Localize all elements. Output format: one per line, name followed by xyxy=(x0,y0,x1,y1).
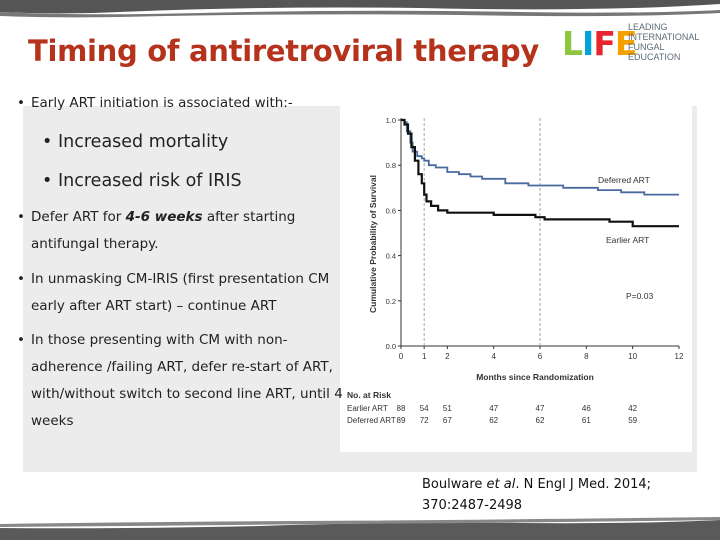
risk-row-label: Deferred ART xyxy=(347,416,396,425)
risk-cell: 67 xyxy=(443,416,452,425)
y-axis-label: Cumulative Probability of Survival xyxy=(368,175,378,313)
risk-cell: 54 xyxy=(420,404,429,413)
survival-chart: 0.00.20.40.60.81.00 1 2 4 6 8 10 12 Cumulative … xyxy=(347,116,684,425)
x-axis-label: Months since Randomization xyxy=(476,372,594,382)
x-tick-label: 6 xyxy=(538,352,543,361)
risk-cell: 42 xyxy=(628,404,637,413)
bullet-item: • Early ART initiation is associated with… xyxy=(17,95,293,111)
risk-cell: 88 xyxy=(397,404,406,413)
sub-bullet-item: • Increased mortality xyxy=(42,132,229,152)
y-tick-label: 0.8 xyxy=(386,161,396,170)
y-tick-label: 0.4 xyxy=(386,252,396,261)
x-tick-label: 2 xyxy=(445,352,450,361)
risk-cell: 72 xyxy=(420,416,429,425)
figure-panel xyxy=(340,104,692,452)
x-tick-label: 4 xyxy=(491,352,496,361)
bottom-brush-stroke xyxy=(0,517,720,540)
bullet-continuation: with/without switch to second line ART, … xyxy=(31,386,343,402)
page-title: Timing of antiretroviral therapy xyxy=(28,34,539,68)
x-tick-label: 1 xyxy=(422,352,427,361)
risk-table-header: No. at Risk xyxy=(347,390,391,400)
risk-cell: 51 xyxy=(443,404,452,413)
bullet-item: • Defer ART for 4-6 weeks after starting xyxy=(17,209,296,225)
citation: Boulware et al. N Engl J Med. 2014; 370:… xyxy=(422,477,652,513)
risk-cell: 62 xyxy=(536,416,545,425)
risk-cell: 61 xyxy=(582,416,591,425)
risk-cell: 46 xyxy=(582,404,591,413)
top-brush-stroke xyxy=(0,0,720,18)
bullet-continuation: weeks xyxy=(31,413,74,429)
risk-cell: 47 xyxy=(489,404,498,413)
bullet-continuation: antifungal therapy. xyxy=(31,236,159,252)
p-value: P=0.03 xyxy=(626,291,653,301)
bullet-item: • In unmasking CM-IRIS (first presentatio… xyxy=(17,271,330,287)
risk-cell: 47 xyxy=(536,404,545,413)
legend-earlier-art: Earlier ART xyxy=(606,235,649,245)
logo-wordmark: LIFE xyxy=(562,24,637,63)
y-tick-label: 0.0 xyxy=(386,342,396,351)
risk-cell: 62 xyxy=(489,416,498,425)
logo-tagline: LEADING INTERNATIONAL FUNGAL EDUCATION xyxy=(628,22,700,62)
y-tick-label: 0.6 xyxy=(386,206,396,215)
bullet-continuation: early after ART start) – continue ART xyxy=(31,298,277,314)
x-tick-label: 0 xyxy=(399,352,404,361)
x-tick-label: 12 xyxy=(675,352,684,361)
series-line-earlier-art xyxy=(401,118,679,228)
risk-row-label: Earlier ART xyxy=(347,404,388,413)
legend-deferred-art: Deferred ART xyxy=(598,175,650,185)
bullet-item: • In those presenting with CM with non- xyxy=(17,332,288,348)
sub-bullet-item: • Increased risk of IRIS xyxy=(42,171,242,191)
y-tick-label: 0.2 xyxy=(386,297,396,306)
x-tick-label: 8 xyxy=(584,352,589,361)
bullet-continuation: adherence /failing ART, defer re-start o… xyxy=(31,359,333,375)
life-logo: LIFE LEADING INTERNATIONAL FUNGAL EDUCAT… xyxy=(562,22,707,63)
y-tick-label: 1.0 xyxy=(386,116,396,125)
risk-cell: 89 xyxy=(397,416,406,425)
risk-cell: 59 xyxy=(628,416,637,425)
x-tick-label: 10 xyxy=(628,352,637,361)
